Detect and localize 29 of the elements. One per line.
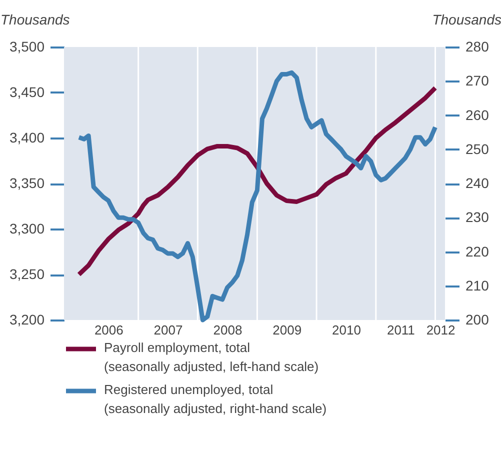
y2-tick-label: 270	[466, 72, 490, 89]
y2-tick-label: 200	[466, 312, 490, 328]
y2-tick-label: 240	[466, 175, 490, 191]
x-tick-label: 2008	[213, 322, 242, 338]
y2-tick-label: 230	[466, 209, 490, 226]
y2-tick-label: 280	[466, 38, 490, 54]
y-tick-label: 3,300	[9, 220, 45, 236]
x-tick-label: 2009	[272, 322, 302, 338]
line-series	[76, 70, 438, 322]
x-tick-label: 2007	[154, 322, 183, 338]
x-tick-label: 2012	[426, 322, 456, 338]
y2-tick-label: 210	[466, 277, 490, 294]
y2-axis-title: Thousands	[432, 12, 501, 28]
x-tick-label: 2006	[94, 322, 124, 338]
y-axis-title: Thousands	[0, 12, 70, 28]
legend-label: Payroll employment, total (seasonally adjusted, left-hand scale)	[104, 340, 319, 374]
legend-label: Registered unemployed, total (seasonally adjusted, right-hand scale)	[104, 382, 327, 416]
y2-tick-label: 220	[466, 243, 490, 260]
y2-tick-label: 260	[466, 106, 490, 123]
y-tick-label: 3,400	[9, 130, 45, 146]
line-series	[76, 86, 438, 277]
x-tick-label: 2010	[332, 322, 361, 338]
y-tick-label: 3,450	[9, 84, 45, 100]
y-tick-label: 3,200	[9, 312, 45, 328]
y-tick-label: 3,250	[9, 266, 45, 282]
y-tick-label: 3,500	[9, 38, 45, 54]
y2-tick-label: 250	[466, 140, 490, 157]
x-tick-label: 2011	[386, 322, 415, 338]
y-tick-label: 3,350	[9, 175, 45, 191]
